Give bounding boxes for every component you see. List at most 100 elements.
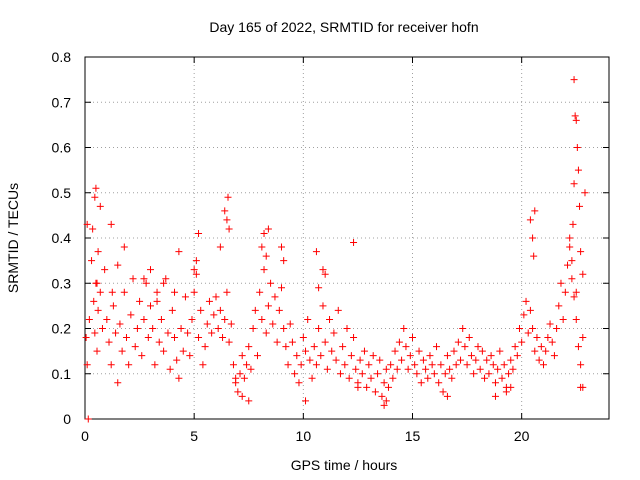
data-point bbox=[243, 361, 251, 369]
data-point bbox=[409, 334, 416, 342]
data-point bbox=[574, 343, 582, 351]
data-point bbox=[518, 338, 526, 346]
data-point bbox=[544, 334, 552, 342]
data-point bbox=[505, 370, 513, 378]
data-point bbox=[107, 361, 115, 369]
data-point bbox=[275, 306, 283, 314]
data-point bbox=[164, 329, 172, 337]
data-point bbox=[160, 279, 168, 287]
data-point bbox=[205, 297, 213, 305]
data-point bbox=[417, 379, 425, 387]
data-point bbox=[454, 338, 462, 346]
data-point bbox=[465, 334, 473, 342]
data-point bbox=[400, 325, 408, 332]
data-point bbox=[395, 338, 403, 346]
data-point bbox=[251, 306, 259, 314]
data-point bbox=[120, 243, 128, 251]
data-point bbox=[531, 207, 539, 215]
data-point bbox=[570, 76, 578, 84]
data-point bbox=[264, 225, 272, 233]
data-point bbox=[581, 189, 589, 197]
data-point bbox=[84, 415, 92, 423]
data-point bbox=[291, 370, 299, 378]
data-point bbox=[426, 352, 434, 360]
data-point bbox=[387, 361, 395, 369]
data-point bbox=[83, 220, 91, 228]
data-point bbox=[526, 306, 534, 314]
data-point bbox=[553, 325, 561, 332]
data-point bbox=[378, 392, 386, 400]
data-point bbox=[308, 374, 316, 382]
data-point bbox=[402, 343, 410, 351]
data-point bbox=[317, 352, 325, 360]
data-point bbox=[284, 361, 292, 369]
data-point bbox=[278, 243, 285, 251]
data-point bbox=[371, 388, 379, 396]
data-point bbox=[411, 361, 419, 369]
x-tick-label: 0 bbox=[81, 428, 89, 444]
data-point bbox=[513, 352, 521, 360]
data-point bbox=[260, 229, 268, 237]
data-point bbox=[234, 388, 242, 396]
data-point bbox=[103, 315, 111, 323]
data-point bbox=[450, 347, 458, 355]
data-point bbox=[363, 383, 371, 391]
data-point bbox=[181, 293, 189, 301]
data-point bbox=[157, 315, 165, 323]
data-point bbox=[529, 325, 537, 332]
data-point bbox=[85, 315, 93, 323]
data-point bbox=[136, 297, 144, 305]
data-point bbox=[382, 397, 390, 405]
data-point bbox=[570, 293, 578, 301]
y-tick-label: 0.7 bbox=[52, 94, 72, 110]
data-point bbox=[175, 374, 183, 382]
data-point bbox=[192, 270, 200, 278]
data-point bbox=[345, 374, 353, 382]
data-point bbox=[548, 338, 556, 346]
data-point bbox=[319, 266, 327, 274]
data-point bbox=[367, 374, 375, 382]
data-point bbox=[293, 352, 301, 360]
data-point bbox=[216, 243, 224, 251]
y-tick-label: 0.4 bbox=[52, 230, 72, 246]
data-point bbox=[382, 365, 390, 373]
data-point bbox=[258, 315, 266, 323]
data-point bbox=[267, 279, 275, 287]
data-point bbox=[122, 334, 130, 342]
data-point bbox=[424, 374, 432, 382]
data-point bbox=[350, 239, 358, 247]
data-point bbox=[223, 216, 231, 224]
data-point bbox=[356, 356, 364, 364]
data-point bbox=[315, 284, 323, 292]
data-point bbox=[120, 288, 128, 296]
data-point bbox=[140, 315, 148, 323]
data-point bbox=[221, 207, 229, 215]
data-point bbox=[232, 374, 240, 382]
data-point bbox=[219, 334, 227, 342]
data-point bbox=[459, 325, 467, 332]
data-point bbox=[214, 325, 222, 332]
data-point bbox=[315, 325, 323, 332]
data-point bbox=[286, 320, 294, 328]
y-tick-label: 0.8 bbox=[52, 49, 72, 65]
data-point bbox=[542, 347, 550, 355]
y-axis-label: SRMTID / TECUs bbox=[5, 183, 21, 293]
data-point bbox=[310, 343, 318, 351]
data-point bbox=[446, 365, 454, 373]
data-point bbox=[240, 374, 248, 382]
data-point bbox=[138, 352, 146, 360]
data-point bbox=[149, 325, 157, 332]
data-point bbox=[496, 347, 504, 355]
data-point bbox=[125, 361, 133, 369]
data-point bbox=[89, 225, 97, 233]
data-point bbox=[118, 347, 126, 355]
data-point bbox=[439, 388, 447, 396]
data-point bbox=[334, 306, 342, 314]
data-point bbox=[260, 266, 268, 274]
data-point bbox=[360, 347, 368, 355]
data-point bbox=[229, 361, 237, 369]
data-point bbox=[485, 370, 493, 378]
data-point bbox=[114, 261, 122, 269]
data-point bbox=[491, 392, 499, 400]
data-point bbox=[160, 347, 168, 355]
